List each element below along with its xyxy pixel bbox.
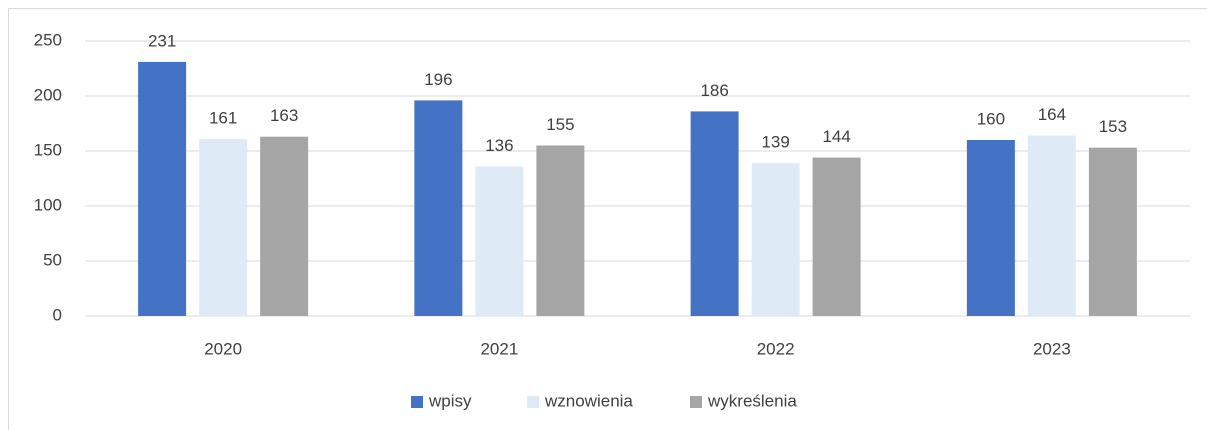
data-label: 163 xyxy=(270,106,298,125)
bar xyxy=(1088,147,1137,316)
bar xyxy=(138,61,187,317)
y-tick-label: 0 xyxy=(53,305,62,324)
legend-label: wpisy xyxy=(428,391,472,410)
data-label: 196 xyxy=(424,70,452,89)
legend-swatch xyxy=(690,396,702,408)
bar xyxy=(199,138,248,316)
data-label: 186 xyxy=(700,81,728,100)
bar xyxy=(751,163,800,316)
data-label: 161 xyxy=(209,108,237,127)
data-label: 155 xyxy=(546,115,574,134)
bar xyxy=(690,111,739,317)
legend-label: wznowienia xyxy=(544,391,633,410)
legend-swatch xyxy=(527,396,539,408)
bar xyxy=(536,145,585,316)
data-label: 139 xyxy=(761,133,789,152)
y-tick-label: 150 xyxy=(34,140,62,159)
y-tick-label: 100 xyxy=(34,195,62,214)
bar xyxy=(414,100,463,317)
data-label: 153 xyxy=(1099,117,1127,136)
legend-swatch xyxy=(411,396,423,408)
data-label: 144 xyxy=(822,127,850,146)
bar xyxy=(966,140,1015,316)
x-tick-label: 2023 xyxy=(1033,339,1071,358)
y-tick-label: 50 xyxy=(43,250,62,269)
bar xyxy=(812,157,861,316)
x-tick-label: 2021 xyxy=(480,339,518,358)
legend-label: wykreślenia xyxy=(707,391,797,410)
data-label: 231 xyxy=(148,31,176,50)
bar xyxy=(1027,135,1076,316)
y-tick-label: 200 xyxy=(34,85,62,104)
data-label: 164 xyxy=(1038,105,1066,124)
bar xyxy=(260,136,309,316)
x-tick-label: 2022 xyxy=(757,339,795,358)
x-tick-label: 2020 xyxy=(204,339,242,358)
y-tick-label: 250 xyxy=(34,30,62,49)
data-label: 160 xyxy=(977,109,1005,128)
data-label: 136 xyxy=(485,136,513,155)
bar xyxy=(475,166,524,316)
